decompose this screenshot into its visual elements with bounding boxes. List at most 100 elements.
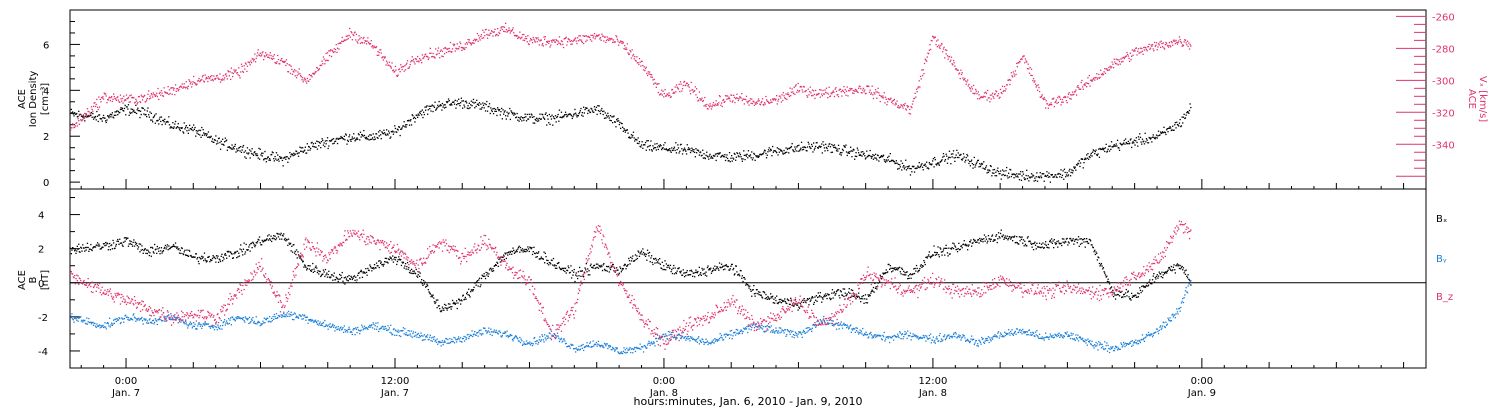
data-point <box>211 78 214 81</box>
data-point <box>577 37 579 39</box>
data-point <box>97 108 99 111</box>
data-point <box>768 147 770 149</box>
data-point <box>107 115 109 117</box>
data-point <box>544 36 546 38</box>
data-point <box>668 92 670 94</box>
data-point <box>591 266 593 269</box>
data-point <box>677 267 680 270</box>
data-point <box>502 109 504 111</box>
data-point <box>307 149 309 151</box>
data-point <box>715 159 717 162</box>
data-point <box>366 40 368 42</box>
data-point <box>1144 46 1146 48</box>
data-point <box>423 55 425 58</box>
data-point <box>919 75 922 78</box>
data-point <box>256 240 259 243</box>
data-point <box>1001 174 1003 176</box>
top-left-tick-label: 0 <box>43 178 49 189</box>
data-point <box>609 268 612 271</box>
data-point <box>99 248 101 250</box>
data-point <box>528 113 530 115</box>
data-point <box>645 253 647 256</box>
data-point <box>499 261 501 263</box>
data-point <box>285 238 288 241</box>
data-point <box>94 105 97 108</box>
data-point <box>424 106 426 108</box>
data-point <box>152 247 154 249</box>
data-point <box>279 234 282 236</box>
data-point <box>351 278 353 281</box>
data-point <box>893 161 895 163</box>
data-point <box>596 266 598 268</box>
data-point <box>716 266 719 268</box>
data-point <box>979 237 981 240</box>
data-point <box>629 263 631 265</box>
data-point <box>494 265 496 267</box>
data-point <box>979 98 981 100</box>
data-point <box>720 263 723 265</box>
data-point <box>825 91 827 93</box>
data-point <box>771 297 773 299</box>
data-point <box>98 114 101 116</box>
data-point <box>1018 243 1020 245</box>
data-point <box>205 76 208 79</box>
data-point <box>322 273 324 275</box>
data-point <box>188 249 190 251</box>
data-point <box>862 298 864 300</box>
data-point <box>355 39 357 41</box>
data-point <box>747 150 750 152</box>
data-point <box>701 97 703 99</box>
data-point <box>780 298 782 301</box>
data-point <box>695 269 697 271</box>
data-point <box>97 120 99 123</box>
data-point <box>727 98 729 100</box>
data-point <box>521 120 523 122</box>
data-point <box>1110 148 1112 150</box>
data-point <box>1059 96 1061 98</box>
top-ylabel-line-3: [cm⁻³] <box>40 83 51 115</box>
data-point <box>586 39 588 41</box>
data-point <box>1123 56 1125 58</box>
data-point <box>905 108 907 110</box>
data-point <box>1016 66 1018 68</box>
data-point <box>700 99 702 101</box>
data-point <box>1042 97 1044 100</box>
data-point <box>988 169 990 171</box>
data-point <box>934 159 936 161</box>
data-point <box>944 160 946 162</box>
data-point <box>279 238 281 240</box>
data-point <box>828 294 830 296</box>
data-point <box>244 68 246 70</box>
data-point <box>161 252 163 254</box>
data-point <box>478 102 481 104</box>
data-point <box>778 148 780 150</box>
data-point <box>1006 235 1008 237</box>
data-point <box>549 262 551 264</box>
data-point <box>312 72 314 74</box>
data-point <box>921 163 923 165</box>
data-point <box>1069 175 1072 177</box>
data-point <box>1121 143 1123 146</box>
data-point <box>646 72 648 75</box>
data-point <box>718 153 720 155</box>
data-point <box>624 131 626 133</box>
data-point <box>934 254 936 256</box>
data-point <box>435 108 438 110</box>
data-point <box>899 266 901 269</box>
data-point <box>1063 96 1065 99</box>
data-point <box>486 110 489 112</box>
data-point <box>960 69 962 71</box>
data-point <box>279 63 281 65</box>
data-point <box>733 94 735 96</box>
data-point <box>724 154 726 156</box>
data-point <box>125 114 127 116</box>
data-point <box>838 148 840 150</box>
data-point <box>1031 246 1033 248</box>
data-point <box>380 138 382 140</box>
data-point <box>704 104 706 106</box>
data-point <box>757 100 759 102</box>
data-point <box>185 254 187 256</box>
data-point <box>722 269 725 271</box>
data-point <box>423 279 425 282</box>
data-point <box>423 283 425 285</box>
